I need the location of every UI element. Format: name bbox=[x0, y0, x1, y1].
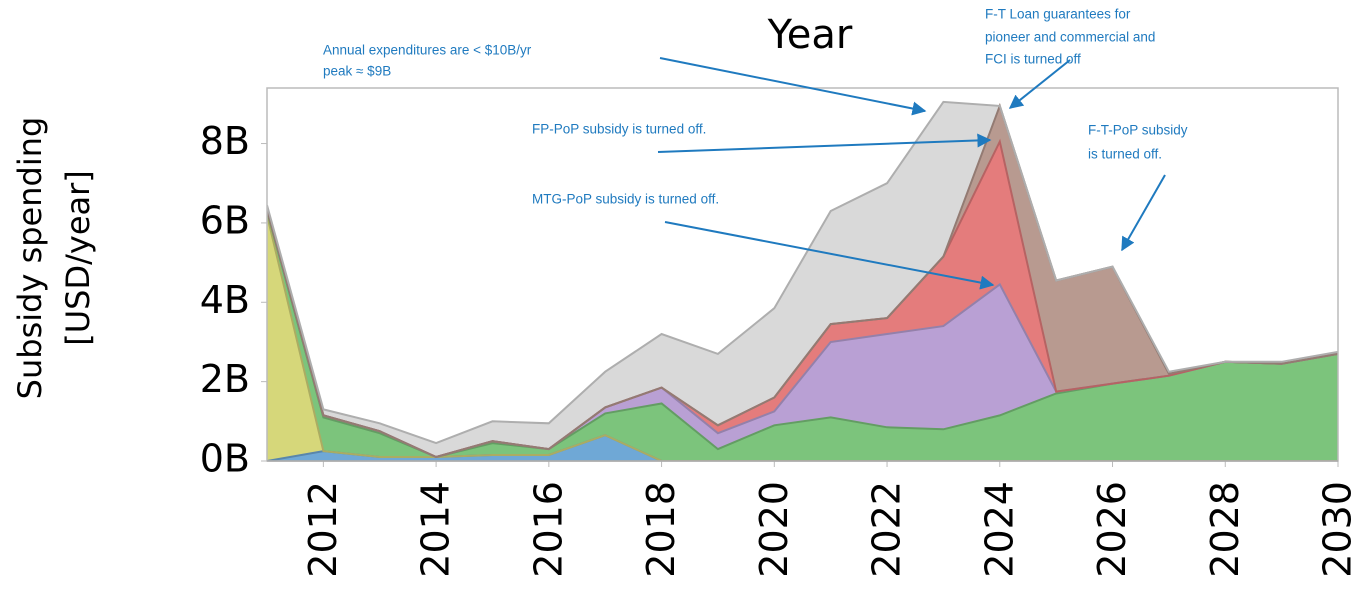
y-tick-label: 2B bbox=[200, 357, 250, 401]
annotation: is turned off. bbox=[1088, 147, 1162, 162]
annotation: F-T Loan guarantees for bbox=[985, 7, 1131, 22]
annotation-arrow bbox=[1008, 59, 1071, 109]
annotation-arrow bbox=[1121, 174, 1166, 252]
areas bbox=[267, 100, 1338, 461]
x-tick-label: 2022 bbox=[865, 481, 909, 578]
y-axis-label: Subsidy spending bbox=[11, 117, 49, 400]
annotation: MTG-PoP subsidy is turned off. bbox=[532, 192, 719, 207]
annotation: pioneer and commercial and bbox=[985, 30, 1155, 45]
area-edge bbox=[267, 100, 1338, 445]
y-tick-label: 8B bbox=[200, 119, 250, 163]
annotation-arrow bbox=[657, 133, 992, 153]
chart-title: Year bbox=[767, 12, 853, 58]
y-axis-label: [USD/year] bbox=[59, 170, 97, 346]
annotation: peak ≈ $9B bbox=[323, 64, 391, 79]
annotation: F-T-PoP subsidy bbox=[1088, 123, 1188, 138]
x-tick-label: 2024 bbox=[977, 481, 1021, 578]
annotation-arrow bbox=[659, 57, 927, 116]
annotation: Annual expenditures are < $10B/yr bbox=[323, 43, 532, 58]
x-tick-label: 2030 bbox=[1316, 481, 1353, 578]
annotation: FP-PoP subsidy is turned off. bbox=[532, 122, 706, 137]
annotation: FCI is turned off bbox=[985, 52, 1081, 67]
area-edge bbox=[267, 214, 1338, 461]
x-tick-label: 2014 bbox=[414, 481, 458, 578]
x-tick-label: 2018 bbox=[639, 481, 683, 578]
y-tick-label: 6B bbox=[200, 198, 250, 242]
x-tick-label: 2012 bbox=[301, 481, 345, 578]
x-tick-label: 2020 bbox=[752, 481, 796, 578]
y-tick-label: 4B bbox=[200, 278, 250, 322]
y-tick-label: 0B bbox=[200, 437, 250, 481]
annotation-arrow bbox=[664, 221, 995, 290]
x-tick-label: 2028 bbox=[1203, 481, 1247, 578]
x-tick-label: 2016 bbox=[526, 481, 570, 578]
x-tick-label: 2026 bbox=[1090, 481, 1134, 578]
